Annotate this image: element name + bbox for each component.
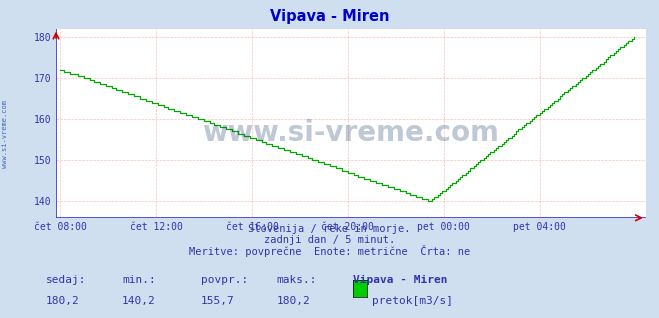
Text: www.si-vreme.com: www.si-vreme.com (2, 100, 9, 168)
Text: Slovenija / reke in morje.: Slovenija / reke in morje. (248, 224, 411, 234)
Text: povpr.:: povpr.: (201, 275, 248, 285)
Text: Vipava - Miren: Vipava - Miren (270, 9, 389, 24)
Text: 155,7: 155,7 (201, 296, 235, 306)
Text: www.si-vreme.com: www.si-vreme.com (202, 119, 500, 147)
Text: Meritve: povprečne  Enote: metrične  Črta: ne: Meritve: povprečne Enote: metrične Črta:… (189, 245, 470, 257)
Text: 180,2: 180,2 (46, 296, 80, 306)
Text: zadnji dan / 5 minut.: zadnji dan / 5 minut. (264, 235, 395, 245)
Text: Vipava - Miren: Vipava - Miren (353, 275, 447, 285)
Text: 180,2: 180,2 (277, 296, 310, 306)
Text: sedaj:: sedaj: (46, 275, 86, 285)
Text: maks.:: maks.: (277, 275, 317, 285)
Text: min.:: min.: (122, 275, 156, 285)
Text: 140,2: 140,2 (122, 296, 156, 306)
Text: pretok[m3/s]: pretok[m3/s] (372, 296, 453, 306)
